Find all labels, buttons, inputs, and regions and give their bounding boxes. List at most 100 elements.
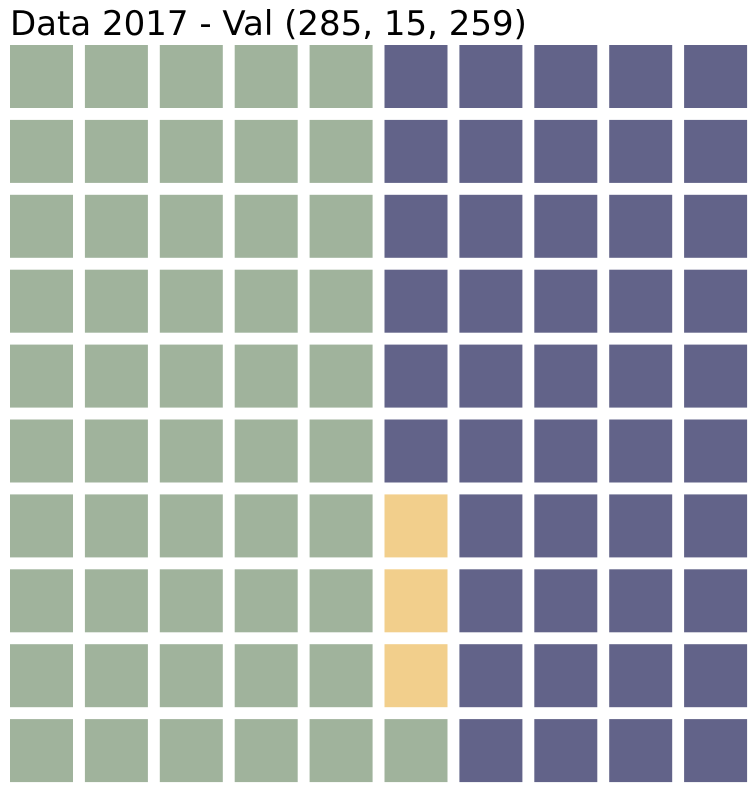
- waffle-square-series-1: [10, 194, 73, 258]
- waffle-square-series-1: [159, 45, 223, 108]
- waffle-square-series-1: [309, 419, 373, 483]
- waffle-square-series-3: [384, 119, 448, 183]
- waffle-square-series-1: [10, 494, 73, 558]
- waffle-square-series-1: [10, 119, 73, 183]
- waffle-square-series-3: [684, 344, 748, 408]
- waffle-square-series-1: [10, 569, 73, 633]
- waffle-square-series-3: [609, 494, 673, 558]
- waffle-square-series-3: [609, 119, 673, 183]
- waffle-square-series-3: [684, 194, 748, 258]
- waffle-square-series-3: [609, 419, 673, 483]
- waffle-square-series-1: [159, 269, 223, 333]
- waffle-square-series-2: [384, 644, 448, 708]
- waffle-square-series-1: [84, 45, 148, 108]
- waffle-square-series-1: [309, 344, 373, 408]
- waffle-square-series-3: [459, 494, 523, 558]
- waffle-square-series-1: [234, 344, 298, 408]
- waffle-square-series-1: [159, 644, 223, 708]
- waffle-square-series-1: [159, 569, 223, 633]
- waffle-square-series-1: [384, 719, 448, 783]
- waffle-square-series-3: [534, 719, 598, 783]
- waffle-square-series-3: [534, 119, 598, 183]
- waffle-square-series-3: [459, 344, 523, 408]
- waffle-square-series-3: [459, 644, 523, 708]
- waffle-square-series-3: [684, 119, 748, 183]
- waffle-square-series-1: [309, 494, 373, 558]
- waffle-square-series-3: [384, 344, 448, 408]
- waffle-square-series-3: [609, 194, 673, 258]
- waffle-square-series-3: [534, 644, 598, 708]
- waffle-square-series-1: [10, 644, 73, 708]
- waffle-square-series-1: [234, 119, 298, 183]
- waffle-square-series-3: [384, 45, 448, 108]
- waffle-square-series-1: [309, 194, 373, 258]
- waffle-square-series-3: [459, 419, 523, 483]
- waffle-square-series-1: [309, 569, 373, 633]
- waffle-square-series-1: [234, 569, 298, 633]
- waffle-square-series-3: [534, 569, 598, 633]
- waffle-square-series-1: [234, 45, 298, 108]
- waffle-square-series-3: [609, 644, 673, 708]
- waffle-square-series-3: [534, 494, 598, 558]
- waffle-square-series-3: [534, 194, 598, 258]
- waffle-square-series-1: [84, 644, 148, 708]
- waffle-square-series-1: [10, 269, 73, 333]
- waffle-square-series-1: [234, 494, 298, 558]
- waffle-square-series-1: [234, 644, 298, 708]
- waffle-square-series-1: [159, 119, 223, 183]
- waffle-square-series-3: [684, 644, 748, 708]
- waffle-square-series-1: [84, 269, 148, 333]
- waffle-square-series-1: [84, 419, 148, 483]
- waffle-square-series-2: [384, 569, 448, 633]
- waffle-square-series-1: [84, 569, 148, 633]
- waffle-square-series-1: [84, 119, 148, 183]
- waffle-square-series-1: [84, 719, 148, 783]
- waffle-square-series-1: [10, 45, 73, 108]
- waffle-square-series-1: [159, 419, 223, 483]
- waffle-square-series-1: [84, 194, 148, 258]
- waffle-square-series-1: [234, 269, 298, 333]
- waffle-square-series-3: [459, 269, 523, 333]
- waffle-square-series-3: [384, 269, 448, 333]
- waffle-square-series-3: [534, 344, 598, 408]
- waffle-square-series-1: [309, 269, 373, 333]
- waffle-square-series-1: [234, 419, 298, 483]
- waffle-square-series-2: [384, 494, 448, 558]
- waffle-square-series-1: [10, 719, 73, 783]
- waffle-square-series-3: [609, 45, 673, 108]
- waffle-square-series-3: [459, 45, 523, 108]
- waffle-square-series-3: [534, 419, 598, 483]
- waffle-square-series-1: [159, 494, 223, 558]
- waffle-square-series-3: [459, 194, 523, 258]
- waffle-square-series-1: [10, 344, 73, 408]
- waffle-square-series-3: [459, 119, 523, 183]
- waffle-square-series-1: [159, 344, 223, 408]
- waffle-square-series-3: [459, 569, 523, 633]
- waffle-square-series-1: [309, 45, 373, 108]
- waffle-square-series-3: [684, 419, 748, 483]
- waffle-square-series-1: [159, 194, 223, 258]
- waffle-square-series-3: [684, 569, 748, 633]
- waffle-square-series-3: [534, 269, 598, 333]
- waffle-square-series-3: [384, 194, 448, 258]
- waffle-square-series-1: [309, 719, 373, 783]
- chart-title: Data 2017 - Val (285, 15, 259): [10, 4, 527, 44]
- waffle-square-series-3: [609, 269, 673, 333]
- waffle-square-series-3: [609, 569, 673, 633]
- waffle-square-series-3: [684, 719, 748, 783]
- waffle-square-series-1: [234, 194, 298, 258]
- waffle-square-series-1: [234, 719, 298, 783]
- waffle-square-series-1: [84, 344, 148, 408]
- waffle-square-series-3: [609, 344, 673, 408]
- waffle-square-series-3: [684, 269, 748, 333]
- waffle-square-series-3: [684, 494, 748, 558]
- waffle-square-series-1: [309, 644, 373, 708]
- waffle-square-series-3: [534, 45, 598, 108]
- waffle-square-series-3: [609, 719, 673, 783]
- waffle-square-series-1: [84, 494, 148, 558]
- waffle-square-series-3: [384, 419, 448, 483]
- waffle-square-series-1: [159, 719, 223, 783]
- waffle-square-series-3: [684, 45, 748, 108]
- waffle-square-series-1: [309, 119, 373, 183]
- waffle-square-series-3: [459, 719, 523, 783]
